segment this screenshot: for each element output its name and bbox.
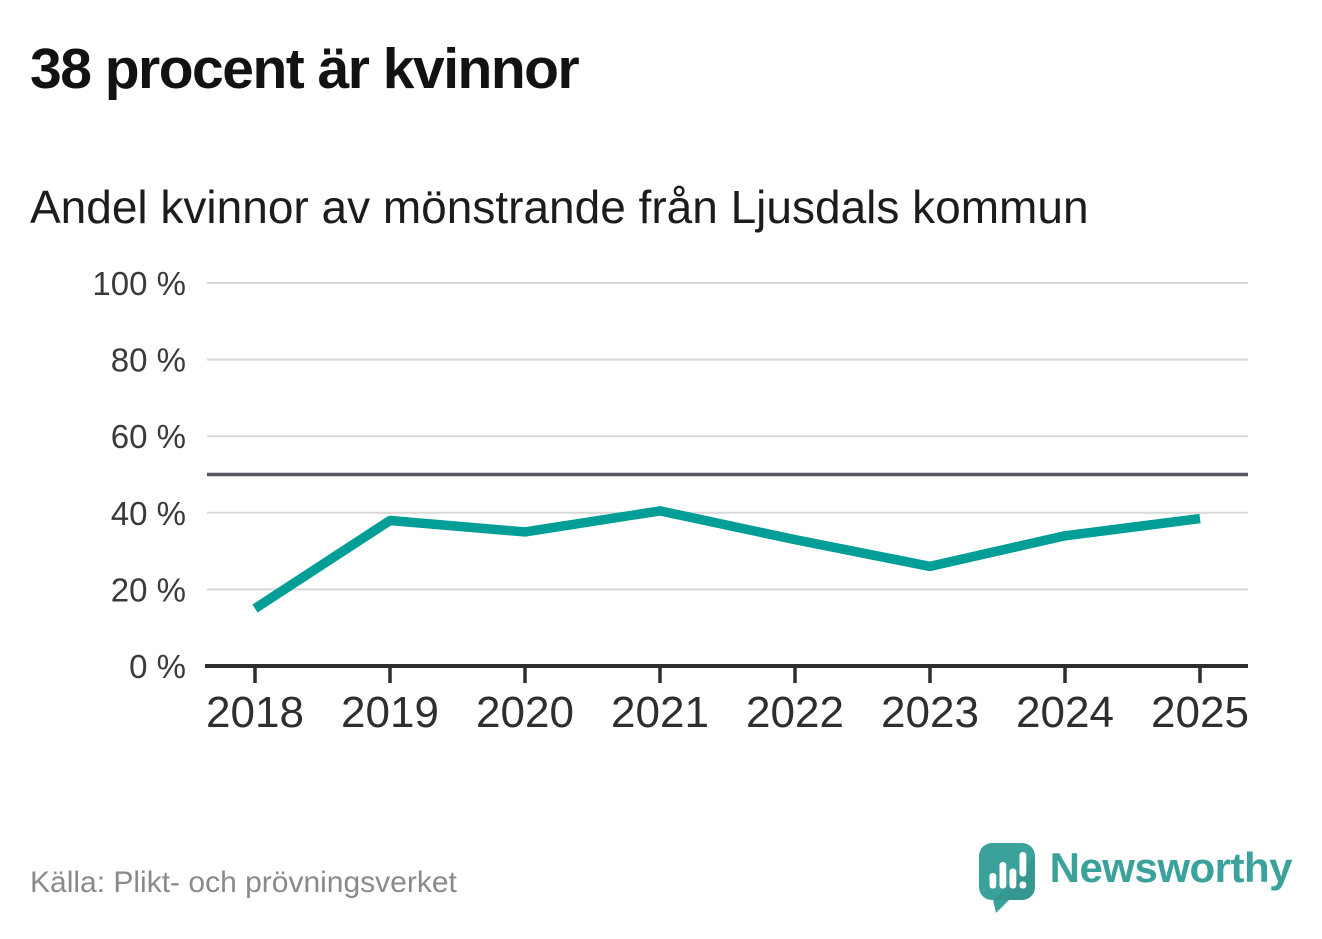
exclamation-dot [1019, 881, 1026, 889]
y-tick-label-80: 80 % [111, 342, 186, 379]
y-tick-label-0: 0 % [129, 648, 186, 685]
bar-2 [999, 862, 1006, 889]
newsworthy-logo: Newsworthy [978, 843, 1293, 915]
y-tick-label-60: 60 % [111, 418, 186, 455]
speech-bubble-bar-chart-icon [978, 843, 1035, 913]
x-tick-label-2018: 2018 [206, 688, 304, 737]
exclamation-stem [1019, 852, 1026, 877]
y-tick-label-20: 20 % [111, 571, 186, 608]
x-tick-label-2020: 2020 [476, 688, 574, 737]
brand-wordmark: Newsworthy [1049, 844, 1293, 891]
x-tick-label-2025: 2025 [1151, 688, 1249, 737]
y-tick-label-100: 100 % [92, 265, 186, 302]
x-tick-label-2021: 2021 [611, 688, 709, 737]
source-caption: Källa: Plikt- och prövningsverket [30, 866, 457, 899]
bar-1 [989, 873, 996, 889]
x-tick-label-2024: 2024 [1016, 688, 1114, 737]
x-tick-label-2023: 2023 [881, 688, 979, 737]
x-tick-label-2022: 2022 [746, 688, 844, 737]
bar-3 [1009, 868, 1016, 889]
chart-subtitle: Andel kvinnor av mönstrande från Ljusdal… [30, 181, 1089, 233]
data-line [252, 506, 1201, 613]
page-title: 38 procent är kvinnor [30, 37, 580, 101]
y-tick-label-40: 40 % [111, 495, 186, 532]
x-tick-label-2019: 2019 [341, 688, 439, 737]
